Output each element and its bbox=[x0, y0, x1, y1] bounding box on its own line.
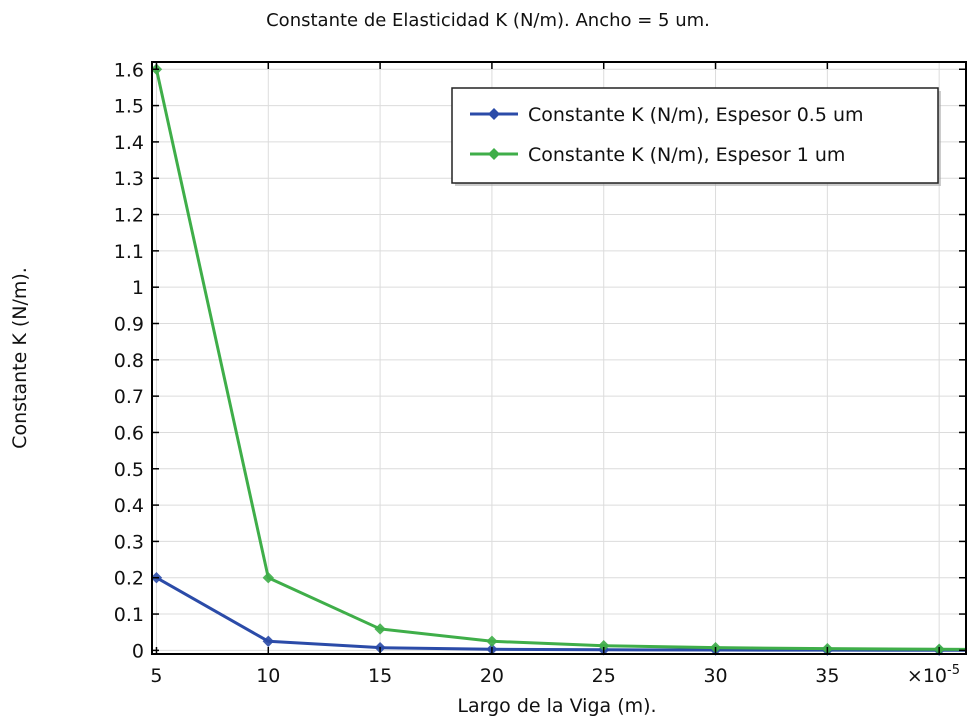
legend-swatch-marker-1 bbox=[488, 148, 500, 160]
x-exponent-base: ×10 bbox=[907, 665, 947, 687]
axis-layer: 0 0.1 0.2 0.3 0.4 0.5 0.6 0.7 0.8 0.9 1 1.1 1.2 1.3 1.… bbox=[114, 59, 967, 687]
y-tick-label-2: 0.2 bbox=[114, 568, 144, 590]
x-tick-label-0: 5 bbox=[150, 665, 162, 687]
series-1-point-1 bbox=[262, 572, 274, 584]
y-tick-label-1: 0.1 bbox=[114, 604, 144, 626]
legend-label-0: Constante K (N/m), Espesor 0.5 um bbox=[528, 104, 864, 126]
chart-title: Constante de Elasticidad K (N/m). Ancho … bbox=[266, 10, 710, 31]
y-tick-label-14: 1.4 bbox=[114, 132, 144, 154]
y-tick-label-11: 1.1 bbox=[114, 241, 144, 263]
series-1-point-2 bbox=[374, 623, 386, 635]
y-tick-label-0: 0 bbox=[132, 640, 144, 662]
x-tick-label-2: 15 bbox=[368, 665, 392, 687]
y-axis-label: Constante K (N/m). bbox=[9, 267, 31, 449]
x-tick-label-6: 35 bbox=[815, 665, 839, 687]
x-tick-label-4: 25 bbox=[592, 665, 616, 687]
y-tick-label-13: 1.3 bbox=[114, 168, 144, 190]
x-tick-label-3: 20 bbox=[480, 665, 504, 687]
y-tick-label-9: 0.9 bbox=[114, 313, 144, 335]
legend-box bbox=[451, 87, 939, 184]
y-tick-label-6: 0.6 bbox=[114, 422, 144, 444]
y-tick-label-12: 1.2 bbox=[114, 205, 144, 227]
x-axis-label: Largo de la Viga (m). bbox=[457, 695, 656, 717]
series-0-point-1 bbox=[262, 635, 274, 647]
y-tick-label-16: 1.6 bbox=[114, 59, 144, 81]
y-tick-label-15: 1.5 bbox=[114, 96, 144, 118]
series-1-point-3 bbox=[486, 635, 498, 647]
y-tick-label-3: 0.3 bbox=[114, 531, 144, 553]
y-tick-label-7: 0.7 bbox=[114, 386, 144, 408]
plot-frame bbox=[151, 61, 967, 655]
y-tick-label-5: 0.5 bbox=[114, 459, 144, 481]
y-tick-label-8: 0.8 bbox=[114, 350, 144, 372]
x-tick-label-5: 30 bbox=[703, 665, 727, 687]
y-tick-label-10: 1 bbox=[132, 277, 144, 299]
legend: Constante K (N/m), Espesor 0.5 um Constan… bbox=[451, 87, 941, 186]
legend-swatch-marker-0 bbox=[488, 108, 500, 120]
x-tick-label-1: 10 bbox=[256, 665, 280, 687]
x-exponent-power: -5 bbox=[947, 663, 960, 678]
x-exponent-label: ×10-5 bbox=[907, 663, 960, 687]
legend-label-1: Constante K (N/m), Espesor 1 um bbox=[528, 144, 845, 166]
y-tick-label-4: 0.4 bbox=[114, 495, 144, 517]
